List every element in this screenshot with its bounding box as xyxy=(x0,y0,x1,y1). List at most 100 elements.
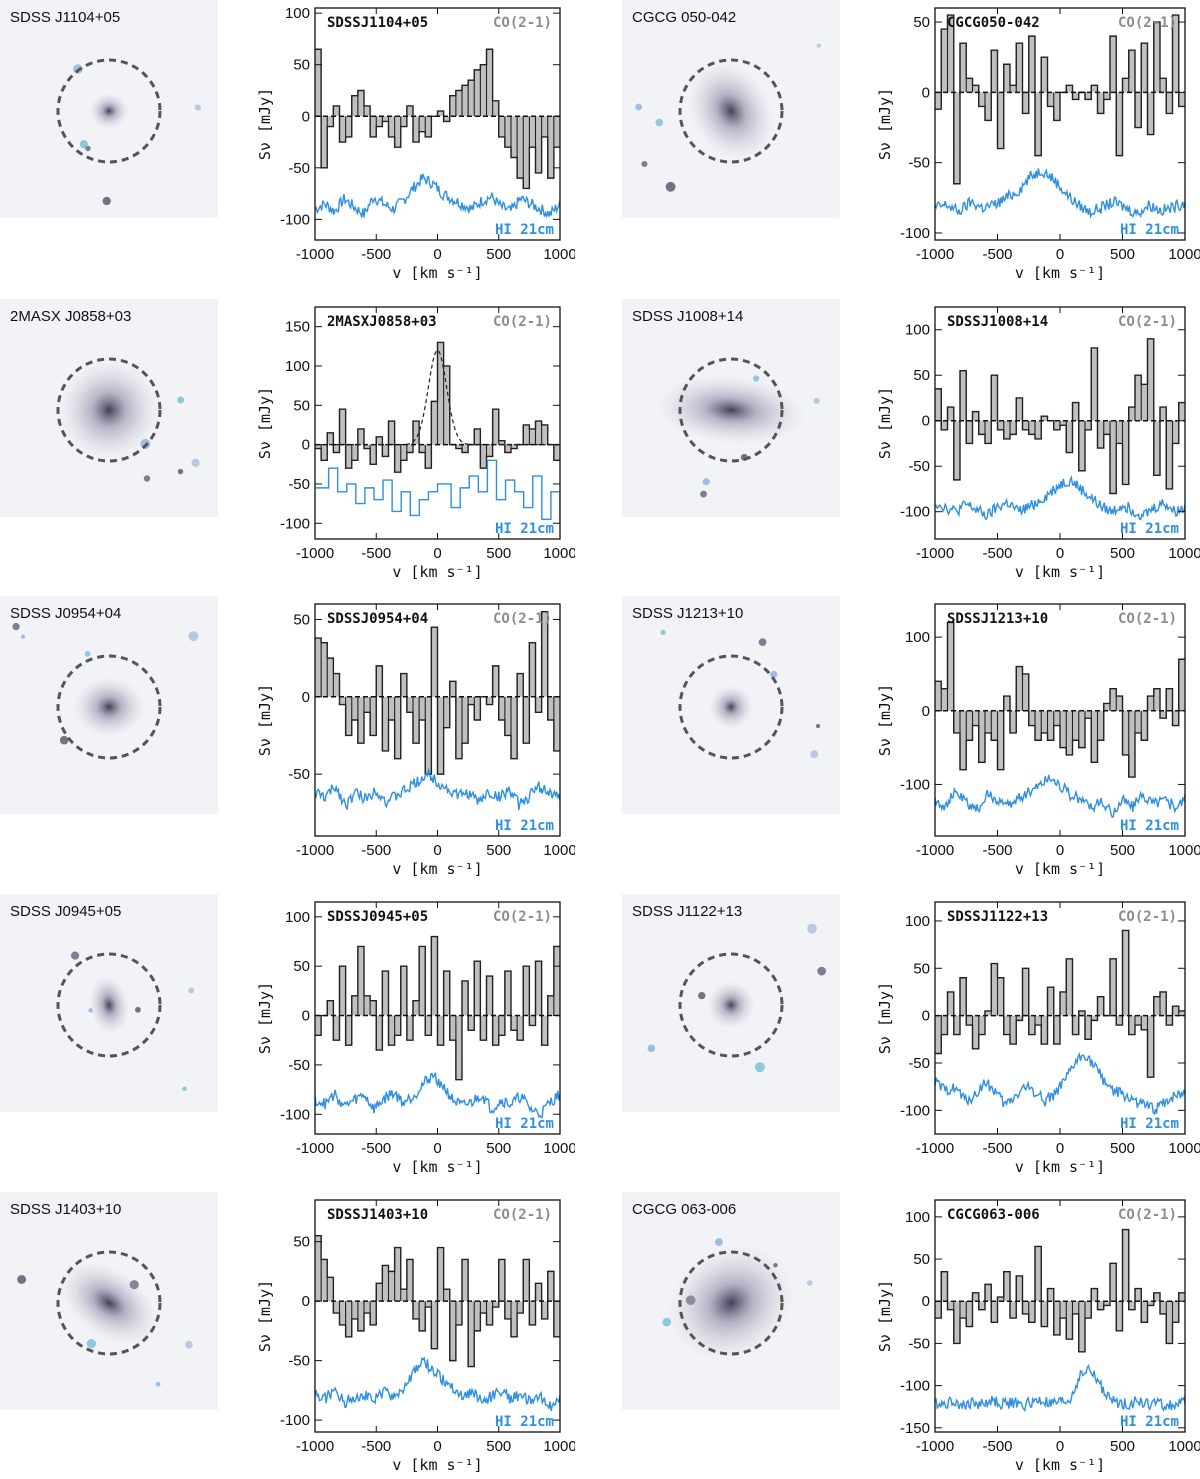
co-bar xyxy=(1166,1015,1173,1026)
co-bar xyxy=(425,444,432,469)
galaxy-name-label: SDSSJ0954+04 xyxy=(327,611,428,627)
co-bar xyxy=(960,977,967,1016)
co-bar xyxy=(1047,710,1054,741)
co-bar xyxy=(357,1301,364,1331)
co-bar xyxy=(376,436,383,445)
co-bar xyxy=(1172,420,1179,444)
co-bar xyxy=(978,420,985,435)
co-bar xyxy=(991,710,998,741)
x-axis-label: v [km s⁻¹] xyxy=(1015,860,1105,878)
x-axis-label: v [km s⁻¹] xyxy=(1015,1158,1105,1176)
x-tick-label: -1000 xyxy=(296,842,334,859)
co-bar xyxy=(382,696,389,751)
co-bar xyxy=(382,971,389,1016)
x-tick-label: -500 xyxy=(982,1438,1012,1455)
co-bar xyxy=(1041,57,1048,93)
x-tick-label: 0 xyxy=(1056,842,1064,859)
galaxy-thumbnail: SDSS J0945+05 xyxy=(0,894,218,1112)
co-bar xyxy=(1066,710,1073,755)
co-bar xyxy=(1116,420,1123,444)
aperture-circle xyxy=(678,1250,784,1356)
co-bar xyxy=(321,116,328,168)
spectrum-panel: -1000 -500 0 500 1000 -100 -50 0 50 100 v [km s⁻¹]… xyxy=(855,299,1200,584)
co-bar xyxy=(1072,1015,1079,1035)
co-bar xyxy=(449,1015,456,1041)
co-bar xyxy=(1022,673,1029,711)
y-axis-label: Sν [mJy] xyxy=(876,684,894,756)
co-bar xyxy=(935,92,942,110)
co-bar xyxy=(406,1259,413,1302)
co-bar xyxy=(1035,92,1042,156)
co-bar xyxy=(443,971,450,1016)
star-dot xyxy=(815,723,821,729)
co-bar xyxy=(511,444,518,449)
co-bar xyxy=(1035,420,1042,439)
co-bar xyxy=(455,444,462,449)
co-bar xyxy=(541,424,548,445)
hi-spectrum-line xyxy=(935,475,1185,521)
co-bar xyxy=(492,1015,499,1046)
x-tick-label: 1000 xyxy=(543,1438,575,1455)
x-tick-label: 500 xyxy=(1110,842,1135,859)
co-bar xyxy=(394,1015,401,1036)
x-axis-label: v [km s⁻¹] xyxy=(392,1158,482,1176)
co-bar xyxy=(947,1301,954,1310)
co-bar xyxy=(370,1301,377,1325)
co-bar xyxy=(419,696,426,720)
x-tick-label: 0 xyxy=(433,1438,441,1455)
co-bar xyxy=(1166,1301,1173,1344)
star-dot xyxy=(770,670,778,679)
star-dot xyxy=(660,629,666,635)
star-dot xyxy=(665,181,676,192)
co-bar xyxy=(523,966,530,1016)
co-bar xyxy=(1147,1015,1154,1078)
galaxy-image xyxy=(56,951,195,1092)
co-bar xyxy=(1178,92,1185,107)
x-tick-label: 1000 xyxy=(1168,1438,1200,1455)
co-bar xyxy=(1041,1015,1048,1045)
hi-spectrum-line xyxy=(315,173,560,219)
x-tick-label: 0 xyxy=(433,842,441,859)
star-dot xyxy=(155,1381,161,1387)
galaxy-thumbnail: CGCG 063-006 xyxy=(622,1192,840,1410)
hi-line-label: HI 21cm xyxy=(495,818,554,834)
co-bar xyxy=(1085,1301,1092,1319)
co-bar xyxy=(1085,1015,1092,1040)
co-bar xyxy=(972,411,979,421)
galaxy-blob xyxy=(667,1245,795,1361)
galaxy-thumbnail: SDSS J1008+14 xyxy=(622,299,840,517)
co-bar xyxy=(492,1301,499,1308)
co-bar xyxy=(1141,43,1148,93)
spectrum-panel: -1000 -500 0 500 1000 -100 -50 0 50 100 v [km s⁻¹]… xyxy=(230,894,575,1179)
co-bar xyxy=(345,444,352,469)
co-bar xyxy=(504,1301,511,1319)
hi-spectrum-line xyxy=(935,1363,1185,1413)
co-bar xyxy=(315,49,322,117)
co-bar xyxy=(1147,696,1154,711)
hi-line-label: HI 21cm xyxy=(495,1116,554,1132)
co-bar xyxy=(997,92,1004,149)
co-bar xyxy=(511,116,518,158)
co-bar xyxy=(364,995,371,1016)
co-bar xyxy=(394,444,401,473)
galaxy-label: SDSS J1213+10 xyxy=(632,605,744,622)
aperture-circle xyxy=(678,357,784,463)
co-bar xyxy=(953,1015,960,1035)
y-axis-label: Sν [mJy] xyxy=(256,387,274,459)
spectrum-panel: -1000 -500 0 500 1000 -150 -100 -50 0 50 100 v [km … xyxy=(855,1192,1200,1477)
co-bar xyxy=(462,85,469,117)
hi-spectrum-line xyxy=(935,1052,1185,1116)
y-tick-label: -150 xyxy=(900,1420,930,1437)
co-bar xyxy=(364,696,371,713)
co-bar xyxy=(953,92,960,184)
star-dot xyxy=(641,161,648,167)
y-tick-label: 0 xyxy=(302,689,310,706)
co-bar xyxy=(1091,347,1098,421)
star-dot xyxy=(817,966,826,976)
co-bar xyxy=(1041,710,1048,733)
co-bar xyxy=(443,696,450,728)
co-bar xyxy=(1160,991,1167,1016)
co-line-label: CO(2-1) xyxy=(1118,15,1177,31)
co-bar xyxy=(553,444,560,461)
